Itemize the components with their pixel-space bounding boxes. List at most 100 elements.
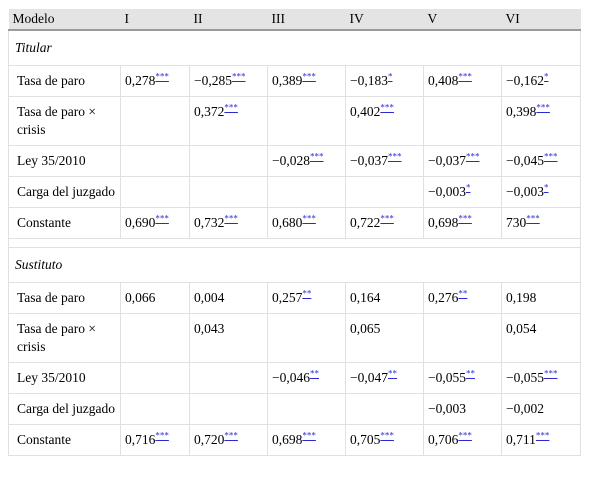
significance-link[interactable]: *** bbox=[544, 151, 558, 162]
header-cell: II bbox=[189, 9, 268, 31]
value-cell: −0,046** bbox=[267, 362, 346, 394]
header-cell: I bbox=[120, 9, 190, 31]
significance-link[interactable]: *** bbox=[224, 213, 238, 224]
value-cell bbox=[189, 176, 268, 208]
significance-link[interactable]: *** bbox=[536, 102, 550, 113]
significance: ** bbox=[310, 369, 319, 379]
coefficient: −0,183 bbox=[350, 73, 388, 88]
significance: *** bbox=[224, 214, 238, 224]
row-label: Carga del juzgado bbox=[8, 176, 121, 208]
significance: *** bbox=[466, 152, 480, 162]
row-label: Carga del juzgado bbox=[8, 393, 121, 425]
value-cell bbox=[423, 96, 502, 146]
significance-link[interactable]: *** bbox=[302, 430, 316, 441]
value-cell: −0,003* bbox=[501, 176, 581, 208]
significance: *** bbox=[224, 103, 238, 113]
significance: *** bbox=[155, 214, 169, 224]
significance: *** bbox=[302, 431, 316, 441]
header-cell: VI bbox=[501, 9, 581, 31]
coefficient: −0,003 bbox=[506, 184, 544, 199]
significance-link[interactable]: * bbox=[544, 182, 549, 193]
value-cell: 0,705*** bbox=[345, 424, 424, 456]
data-row: Constante 0,716*** 0,720*** 0,698*** 0,705**… bbox=[8, 424, 581, 456]
value-cell bbox=[423, 313, 502, 363]
value-cell: 0,698*** bbox=[267, 424, 346, 456]
coefficient: −0,045 bbox=[506, 153, 544, 168]
coefficient: 0,722 bbox=[350, 215, 381, 230]
value-cell: 0,066 bbox=[120, 282, 190, 314]
coefficient: 0,711 bbox=[506, 432, 536, 447]
significance-link[interactable]: * bbox=[388, 71, 393, 82]
value-cell: 0,722*** bbox=[345, 207, 424, 239]
coefficient: 0,705 bbox=[350, 432, 381, 447]
section-row: Sustituto bbox=[8, 247, 581, 283]
coefficient: 0,372 bbox=[194, 104, 225, 119]
value-cell: 0,257** bbox=[267, 282, 346, 314]
significance-link[interactable]: *** bbox=[380, 213, 394, 224]
significance: ** bbox=[458, 289, 467, 299]
significance-link[interactable]: *** bbox=[458, 71, 472, 82]
significance-link[interactable]: *** bbox=[302, 71, 316, 82]
significance-link[interactable]: ** bbox=[302, 288, 312, 299]
significance-link[interactable]: ** bbox=[388, 368, 397, 379]
significance-link[interactable]: *** bbox=[155, 430, 169, 441]
significance-link[interactable]: *** bbox=[544, 368, 558, 379]
coefficient: 0,257 bbox=[272, 290, 303, 305]
coefficient: 0,164 bbox=[350, 290, 381, 305]
coefficient: 0,402 bbox=[350, 104, 381, 119]
significance-link[interactable]: *** bbox=[380, 102, 394, 113]
significance: ** bbox=[388, 369, 397, 379]
coefficient: −0,285 bbox=[194, 73, 232, 88]
value-cell: −0,162* bbox=[501, 65, 581, 97]
value-cell bbox=[120, 176, 190, 208]
significance-link[interactable]: *** bbox=[224, 430, 238, 441]
value-cell: 0,389*** bbox=[267, 65, 346, 97]
significance: *** bbox=[536, 103, 550, 113]
significance-link[interactable]: *** bbox=[310, 151, 324, 162]
significance-link[interactable]: *** bbox=[526, 213, 540, 224]
value-cell: 0,065 bbox=[345, 313, 424, 363]
significance-link[interactable]: * bbox=[466, 182, 471, 193]
significance-link[interactable]: *** bbox=[224, 102, 238, 113]
row-label: Ley 35/2010 bbox=[8, 362, 121, 394]
significance: *** bbox=[388, 152, 402, 162]
significance-link[interactable]: *** bbox=[535, 430, 550, 441]
data-row: Tasa de paro × crisis 0,372*** 0,402*** 0,3… bbox=[8, 96, 581, 146]
significance: *** bbox=[544, 152, 558, 162]
significance-link[interactable]: *** bbox=[155, 71, 169, 82]
coefficient: 0,720 bbox=[194, 432, 225, 447]
significance-link[interactable]: *** bbox=[466, 151, 480, 162]
value-cell bbox=[189, 362, 268, 394]
value-cell: −0,055*** bbox=[501, 362, 581, 394]
value-cell: 0,732*** bbox=[189, 207, 268, 239]
header-cell: IV bbox=[345, 9, 424, 31]
value-cell: 0,398*** bbox=[501, 96, 581, 146]
coefficient: 0,706 bbox=[428, 432, 459, 447]
significance-link[interactable]: *** bbox=[302, 213, 316, 224]
significance-link[interactable]: *** bbox=[232, 71, 246, 82]
significance-link[interactable]: *** bbox=[458, 213, 472, 224]
coefficient: 0,732 bbox=[194, 215, 225, 230]
significance: *** bbox=[526, 214, 540, 224]
row-label: Ley 35/2010 bbox=[8, 145, 121, 177]
significance-link[interactable]: * bbox=[544, 71, 549, 82]
significance-link[interactable]: ** bbox=[458, 288, 468, 299]
coefficient: 0,004 bbox=[194, 290, 225, 305]
coefficient: −0,002 bbox=[506, 401, 544, 416]
significance-link[interactable]: ** bbox=[310, 368, 319, 379]
significance: * bbox=[544, 183, 549, 193]
coefficient: 0,198 bbox=[506, 290, 537, 305]
significance: *** bbox=[232, 72, 246, 82]
significance-link[interactable]: *** bbox=[155, 213, 169, 224]
significance-link[interactable]: *** bbox=[380, 430, 394, 441]
coefficient: 730 bbox=[506, 215, 527, 230]
significance: *** bbox=[224, 431, 238, 441]
significance-link[interactable]: *** bbox=[458, 430, 472, 441]
significance-link[interactable]: *** bbox=[388, 151, 402, 162]
coefficient: 0,398 bbox=[506, 104, 537, 119]
section-row: Titular bbox=[8, 29, 581, 66]
significance: *** bbox=[155, 431, 169, 441]
significance-link[interactable]: ** bbox=[466, 368, 475, 379]
header-cell: III bbox=[267, 9, 346, 31]
coefficient: −0,037 bbox=[350, 153, 388, 168]
